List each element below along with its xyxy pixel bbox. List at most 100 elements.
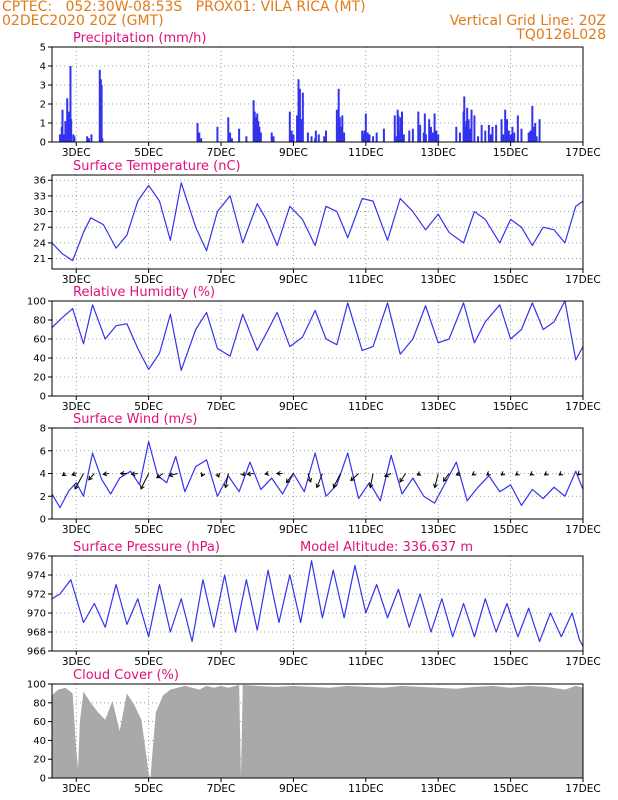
- panel-title: Surface Pressure (hPa): [73, 540, 220, 555]
- precip-bar: [366, 132, 369, 142]
- precip-bar: [435, 130, 438, 142]
- x-tick-label: 7DEC: [207, 274, 236, 286]
- panel-title: Cloud Cover (%): [73, 668, 179, 683]
- x-tick-label: 5DEC: [134, 524, 163, 536]
- header-date: 02DEC2020 20Z (GMT): [2, 13, 164, 29]
- y-tick-label: 6: [40, 446, 46, 457]
- wind-vector-head: [276, 471, 281, 476]
- precip-bar: [484, 130, 487, 142]
- precip-bar: [200, 138, 203, 142]
- x-tick-label: 5DEC: [134, 274, 163, 286]
- precip-bar: [467, 119, 470, 142]
- precip-bar: [422, 132, 425, 142]
- x-tick-label: 9DEC: [279, 656, 308, 668]
- precip-bar: [363, 130, 366, 142]
- precip-bar: [100, 85, 103, 142]
- y-tick-label: 40: [33, 736, 46, 747]
- x-tick-label: 3DEC: [62, 401, 91, 413]
- y-tick-label: 4: [40, 62, 46, 73]
- y-tick-label: 80: [33, 316, 46, 327]
- y-tick-label: 8: [40, 424, 46, 435]
- wind-vector-head: [350, 476, 355, 482]
- precip-bar: [417, 111, 420, 142]
- precip-bar: [428, 119, 431, 142]
- precip-bar: [419, 124, 422, 142]
- precip-bar: [502, 134, 505, 142]
- wind-vector-head: [307, 477, 313, 483]
- x-tick-label: 15DEC: [493, 274, 528, 286]
- wind-vector-head: [223, 483, 229, 489]
- y-tick-label: 0: [40, 774, 46, 785]
- precip-bar: [296, 115, 299, 142]
- precip-bar: [230, 138, 233, 142]
- precip-bar: [306, 132, 309, 142]
- precip-bar: [477, 136, 480, 142]
- precip-bar: [58, 134, 61, 142]
- y-tick-label: 100: [27, 297, 46, 308]
- y-tick-label: 60: [33, 335, 46, 346]
- precip-bar: [469, 128, 472, 142]
- panel-title: Relative Humidity (%): [73, 285, 215, 300]
- x-tick-label: 3DEC: [62, 524, 91, 536]
- wind-vector-head: [485, 471, 491, 476]
- y-tick-label: 21: [33, 254, 46, 265]
- precip-bar: [395, 136, 398, 142]
- precip-bar: [520, 128, 523, 142]
- header-grid-note: Vertical Grid Line: 20Z: [449, 13, 606, 29]
- y-tick-label: 27: [33, 223, 46, 234]
- wind-vector-head: [246, 471, 252, 477]
- precip-bar: [270, 132, 273, 142]
- precip-bar: [480, 124, 483, 142]
- precip-bar: [257, 121, 260, 142]
- series-line: [51, 300, 584, 371]
- x-tick-label: 17DEC: [565, 656, 600, 668]
- wind-vector: [443, 473, 450, 482]
- x-tick-label: 7DEC: [207, 524, 236, 536]
- wind-vector-head: [529, 471, 535, 476]
- wind-vector-head: [442, 477, 448, 482]
- y-tick-label: 100: [27, 680, 46, 691]
- precip-bar: [529, 130, 532, 142]
- precip-bar: [70, 119, 73, 142]
- x-tick-label: 7DEC: [207, 401, 236, 413]
- precip-bar: [362, 134, 365, 142]
- y-tick-label: 33: [33, 191, 46, 202]
- precip-bar: [238, 128, 241, 142]
- wind-vector-head: [315, 483, 321, 489]
- precip-bar: [473, 115, 476, 142]
- y-tick-label: 20: [33, 373, 46, 384]
- y-tick-label: 40: [33, 354, 46, 365]
- wind-vector: [316, 473, 323, 488]
- precip-bar: [401, 111, 404, 142]
- wind-vector-head: [88, 475, 93, 481]
- wind-vector-head: [514, 471, 520, 476]
- precip-bar: [464, 126, 467, 142]
- y-tick-label: 36: [33, 176, 46, 187]
- wind-vector-head: [119, 471, 125, 476]
- precip-bar: [229, 132, 232, 142]
- precip-bar: [505, 119, 508, 142]
- x-tick-label: 3DEC: [62, 147, 91, 159]
- precip-bar: [495, 124, 498, 142]
- precip-bar: [335, 109, 338, 142]
- y-tick-label: 2: [40, 492, 46, 503]
- panel-title: Surface Temperature (nC): [73, 159, 241, 174]
- wind-vector: [247, 473, 254, 475]
- wind-vector-head: [140, 484, 145, 490]
- wind-vector: [286, 473, 294, 483]
- wind-vector-head: [240, 471, 245, 477]
- y-tick-label: 0: [40, 392, 46, 403]
- precip-bar: [531, 105, 534, 142]
- wind-vector-head: [285, 478, 291, 484]
- precip-bar: [343, 132, 346, 142]
- precip-bar: [90, 134, 93, 142]
- precip-bar: [292, 134, 295, 142]
- precip-bar: [398, 130, 401, 142]
- wind-vector-head: [455, 471, 461, 477]
- precip-bar: [431, 132, 434, 142]
- precip-bar: [337, 88, 340, 142]
- wind-vector-head: [332, 483, 338, 489]
- precip-bar: [245, 136, 248, 142]
- x-tick-label: 13DEC: [421, 524, 456, 536]
- precip-bar: [455, 126, 458, 142]
